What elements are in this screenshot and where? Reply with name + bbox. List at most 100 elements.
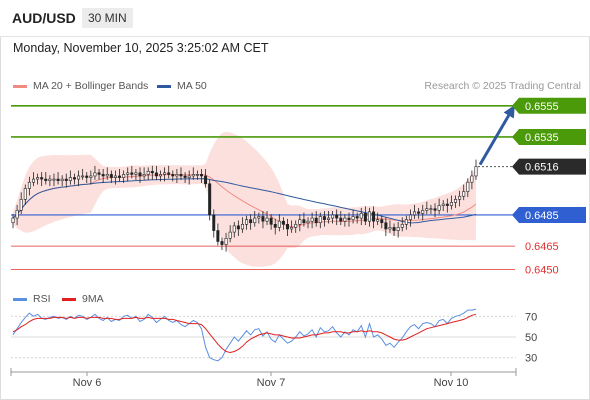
research-credit: Research © 2025 Trading Central [424,80,581,92]
candle [122,170,126,183]
candle [277,214,281,232]
ma50-line [12,178,477,224]
candle [93,165,97,180]
candle [261,211,265,229]
candle [134,168,138,180]
candle [351,209,355,224]
timestamp: Monday, November 10, 2025 3:25:02 AM CET [13,41,269,55]
candle [310,212,314,229]
candle [199,168,203,183]
candle [454,195,458,208]
candle [257,212,261,224]
candle [355,212,359,224]
candle [171,170,175,182]
candle [31,172,35,187]
resistance-label-1: 0.6535 [512,128,586,145]
support-label-5: 0.6450 [525,265,559,277]
candle [44,172,48,185]
candle [179,167,183,180]
pivot-label-3: 0.6485 [512,206,586,223]
candle [159,170,163,182]
legend-ma20: MA 20 + Bollinger Bands [13,80,148,92]
rsi-tick-30: 30 [525,353,537,365]
candle [36,173,40,185]
interval-button[interactable]: 30 MIN [82,8,133,28]
legend-rsi: RSI [13,293,51,305]
candle [204,168,208,188]
candle [458,190,462,207]
candle [302,212,306,227]
candle [404,215,408,230]
candle [380,215,384,229]
candle [408,209,412,227]
candle [195,170,199,180]
bollinger-band [13,131,476,267]
candle [183,172,187,183]
candle [224,232,228,252]
9ma-swatch [62,297,76,301]
candle [417,207,421,219]
target-arrow-layer [478,105,515,166]
target-arrow [478,105,515,166]
candles-layer [11,159,478,252]
candle [363,206,367,226]
pivot-tag [512,206,586,223]
candle [146,167,150,180]
candle [281,217,285,230]
rsi-tick-50: 50 [525,332,537,344]
candle [335,209,339,226]
time-tick-label-2: Nov 10 [434,377,469,389]
candle [240,217,244,233]
candle [400,217,404,232]
support-label-4: 0.6465 [525,241,559,253]
candle [273,218,277,235]
candle [269,214,273,230]
candle [249,214,253,230]
candle [68,170,72,185]
candle [105,167,109,180]
candle [236,220,240,236]
candle [60,175,64,187]
target-label-0: 0.6555 [512,97,586,114]
legend-9ma: 9MA [62,293,104,305]
candle [163,167,167,182]
last-label-2: 0.6516 [512,158,586,175]
candle [286,218,290,236]
candle [27,176,31,196]
candle [85,172,89,183]
candle [113,170,117,185]
candle [343,214,347,227]
candle [48,175,52,187]
candle [154,165,158,180]
candle [421,204,425,221]
candle [89,170,93,185]
time-tick-label-1: Nov 7 [257,377,286,389]
ma20-label: MA 20 + Bollinger Bands [33,80,149,92]
candle [347,212,351,227]
candle [384,217,388,236]
candle [23,184,27,205]
candle [376,212,380,226]
candle [326,211,330,224]
candle [372,206,376,229]
candle [359,207,363,226]
target-tag [512,97,586,114]
ma50-swatch [157,84,171,88]
target-tag-text: 0.6555 [525,101,559,113]
9ma-label: 9MA [82,293,104,305]
candle [298,214,302,232]
candle [232,221,236,238]
bollinger-band-layer [13,131,476,267]
candle [40,172,44,187]
candle [150,165,154,180]
rsi-panel: 70 50 30 [11,308,537,365]
candle [126,167,130,182]
candle [392,223,396,236]
ma20-swatch [13,84,27,88]
candle [118,168,122,182]
candle [322,211,326,227]
pivot-tag-text: 0.6485 [525,210,559,222]
rsi-label: RSI [33,293,51,305]
candle [474,159,478,180]
